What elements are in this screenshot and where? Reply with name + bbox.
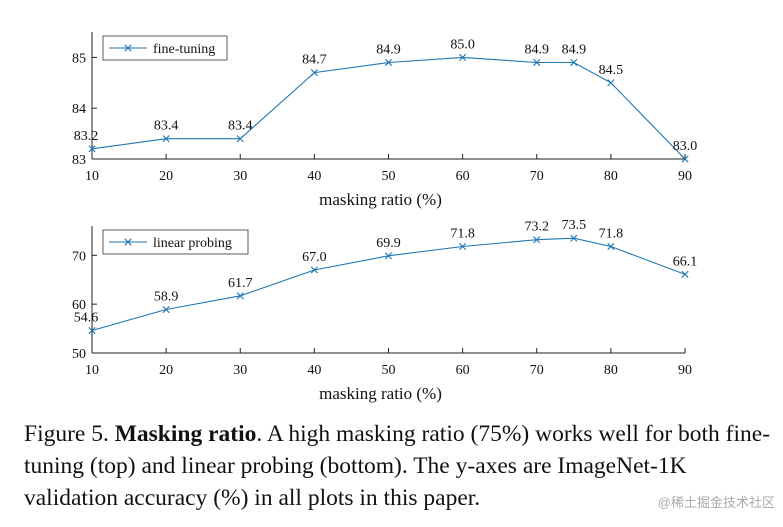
data-label: 73.5 bbox=[562, 218, 587, 233]
data-point-marker bbox=[570, 234, 578, 242]
data-point-marker bbox=[681, 270, 689, 278]
series-line-linear-probing bbox=[91, 237, 686, 332]
data-point-marker bbox=[310, 266, 318, 274]
x-tick-label: 90 bbox=[678, 363, 692, 378]
data-label: 83.0 bbox=[673, 139, 698, 154]
caption-text: . A high masking ratio (75%) works well … bbox=[24, 421, 771, 511]
data-point-marker bbox=[681, 155, 689, 163]
data-label: 83.4 bbox=[154, 119, 179, 134]
x-tick-label: 10 bbox=[85, 169, 99, 184]
data-label: 71.8 bbox=[450, 227, 475, 242]
data-label: 58.9 bbox=[154, 290, 179, 305]
data-point-marker bbox=[88, 326, 96, 335]
legend-marker bbox=[124, 44, 132, 52]
data-point-marker bbox=[607, 79, 615, 87]
data-point-marker bbox=[533, 58, 541, 67]
x-tick-label: 30 bbox=[233, 363, 247, 378]
y-tick-label: 50 bbox=[72, 347, 86, 362]
y-tick-label: 60 bbox=[72, 298, 86, 313]
data-label: 84.7 bbox=[302, 53, 327, 68]
x-tick-label: 50 bbox=[382, 363, 396, 378]
linear-probing-chart: 10 20 30 40 50 60 70 80 90 50 60 70 masking ratio (%… bbox=[72, 218, 697, 403]
figure-caption: Figure 5. Masking ratio. A high masking … bbox=[24, 418, 776, 514]
data-label: 84.9 bbox=[562, 42, 587, 57]
data-point-marker bbox=[533, 236, 541, 244]
x-tick-label: 70 bbox=[530, 169, 544, 184]
x-tick-label: 60 bbox=[456, 169, 470, 184]
data-label: 84.9 bbox=[525, 42, 550, 57]
data-point-marker bbox=[459, 53, 467, 61]
data-label: 83.4 bbox=[228, 119, 253, 134]
data-label: 67.0 bbox=[302, 250, 327, 265]
x-tick-label: 60 bbox=[456, 363, 470, 378]
x-tick-label: 80 bbox=[604, 363, 618, 378]
caption-prefix: Figure 5. bbox=[24, 421, 109, 447]
y-tick-label: 84 bbox=[72, 102, 86, 117]
data-label: 84.5 bbox=[599, 63, 624, 78]
data-label: 73.2 bbox=[525, 220, 550, 235]
x-tick-label: 50 bbox=[382, 169, 396, 184]
data-point-marker bbox=[570, 58, 578, 67]
data-label: 66.1 bbox=[673, 254, 698, 269]
x-tick-label: 80 bbox=[604, 169, 618, 184]
x-tick-label: 90 bbox=[678, 169, 692, 184]
legend-label: fine-tuning bbox=[153, 42, 215, 57]
x-tick-label: 10 bbox=[85, 363, 99, 378]
legend-label: linear probing bbox=[153, 236, 232, 251]
data-label: 61.7 bbox=[228, 276, 253, 291]
data-point-marker bbox=[310, 69, 318, 77]
data-point-marker bbox=[162, 305, 170, 314]
data-point-marker bbox=[236, 135, 244, 143]
data-point-marker bbox=[162, 135, 170, 143]
data-point-marker bbox=[236, 292, 244, 300]
data-label: 69.9 bbox=[376, 236, 401, 251]
x-tick-label: 20 bbox=[159, 363, 173, 378]
x-tick-label: 20 bbox=[159, 169, 173, 184]
data-point-marker bbox=[459, 242, 467, 251]
data-point-marker bbox=[384, 58, 393, 67]
data-label: 84.9 bbox=[376, 42, 401, 57]
data-point-marker bbox=[607, 242, 615, 251]
data-label: 71.8 bbox=[599, 227, 624, 242]
x-axis-label: masking ratio (%) bbox=[319, 190, 442, 209]
x-tick-label: 40 bbox=[307, 169, 321, 184]
series-line-fine-tuning bbox=[91, 56, 686, 160]
x-axis-label: masking ratio (%) bbox=[319, 384, 442, 403]
fine-tuning-chart: 10 20 30 40 50 60 70 80 90 83 84 85 masking ratio (%… bbox=[72, 32, 697, 209]
y-tick-label: 83 bbox=[72, 153, 86, 168]
x-tick-label: 70 bbox=[530, 363, 544, 378]
x-tick-label: 40 bbox=[307, 363, 321, 378]
data-label: 85.0 bbox=[450, 37, 475, 52]
x-tick-label: 30 bbox=[233, 169, 247, 184]
data-label: 83.2 bbox=[74, 129, 99, 144]
watermark: @稀土掘金技术社区 bbox=[657, 495, 775, 510]
caption-bold: Masking ratio bbox=[114, 421, 257, 447]
data-point-marker bbox=[88, 145, 96, 153]
data-label: 54.6 bbox=[74, 311, 99, 326]
data-point-marker bbox=[384, 252, 393, 260]
y-tick-label: 70 bbox=[72, 249, 86, 264]
legend-marker bbox=[124, 238, 132, 246]
y-tick-label: 85 bbox=[72, 51, 86, 66]
